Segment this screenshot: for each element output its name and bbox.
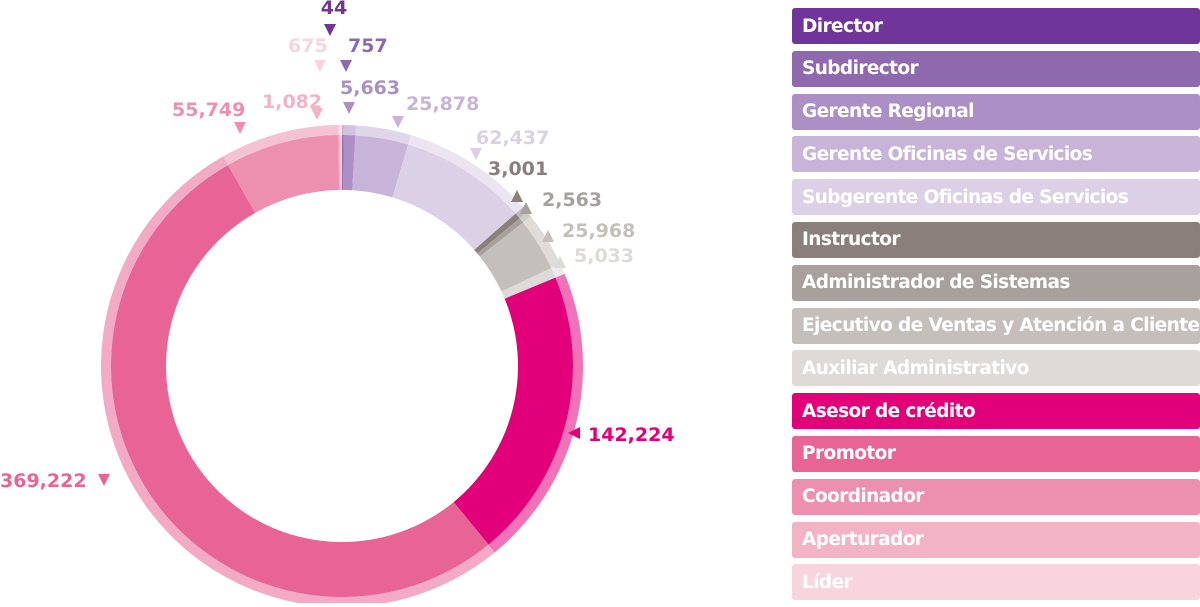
legend-label: Coordinador [802,486,924,507]
data-label-1: 44 [321,0,347,19]
legend-label: Subgerente Oficinas de Servicios [802,187,1128,208]
legend-label: Promotor [802,443,895,464]
data-label-4: 25,878 [406,93,479,115]
data-label-2: 757 [348,35,388,57]
legend-label: Aperturador [802,529,923,550]
legend-item-10[interactable]: Asesor de crédito [792,393,1200,429]
legend-item-1[interactable]: Director [792,8,1200,44]
label-marker-11 [98,474,110,486]
legend-item-13[interactable]: Aperturador [792,522,1200,558]
data-label-9: 5,033 [574,245,634,267]
legend-label: Director [802,16,882,37]
legend-label: Gerente Oficinas de Servicios [802,144,1092,165]
legend: Director Subdirector Gerente Regional Geren… [792,8,1200,607]
data-label-8: 25,968 [562,220,635,242]
legend-item-3[interactable]: Gerente Regional [792,94,1200,130]
slice-accent-14 [341,125,342,135]
data-label-3: 5,663 [340,77,400,99]
label-marker-3 [343,102,355,114]
legend-item-7[interactable]: Administrador de Sistemas [792,265,1200,301]
legend-item-4[interactable]: Gerente Oficinas de Servicios [792,136,1200,172]
legend-item-2[interactable]: Subdirector [792,51,1200,87]
label-marker-2 [340,60,352,72]
legend-item-6[interactable]: Instructor [792,222,1200,258]
label-marker-14 [314,60,326,72]
legend-item-5[interactable]: Subgerente Oficinas de Servicios [792,179,1200,215]
slice-10[interactable] [454,278,573,545]
legend-item-9[interactable]: Auxiliar Administrativo [792,350,1200,386]
label-marker-5 [470,148,482,160]
legend-label: Subdirector [802,58,918,79]
label-marker-12 [234,122,246,134]
legend-label: Ejecutivo de Ventas y Atención a Cliente… [802,315,1200,336]
legend-label: Instructor [802,229,900,250]
data-label-7: 2,563 [542,189,602,211]
data-label-6: 3,001 [488,158,548,180]
slice-accent-13 [338,125,340,135]
legend-item-14[interactable]: Líder [792,564,1200,600]
slice-accent-3 [344,125,356,135]
legend-label: Líder [802,572,852,593]
legend-item-12[interactable]: Coordinador [792,479,1200,515]
label-marker-4 [392,116,404,128]
data-label-12: 55,749 [172,99,245,121]
data-label-5: 62,437 [476,127,549,149]
legend-label: Gerente Regional [802,101,974,122]
legend-item-11[interactable]: Promotor [792,436,1200,472]
legend-label: Administrador de Sistemas [802,272,1070,293]
legend-item-8[interactable]: Ejecutivo de Ventas y Atención a Cliente… [792,308,1200,344]
legend-label: Auxiliar Administrativo [802,358,1029,379]
data-label-10: 142,224 [588,424,675,446]
slice-accent-2 [342,125,344,135]
data-label-13: 1,082 [262,91,322,113]
legend-label: Asesor de crédito [802,401,975,422]
data-label-14: 675 [288,35,328,57]
data-label-11: 369,222 [0,470,87,492]
